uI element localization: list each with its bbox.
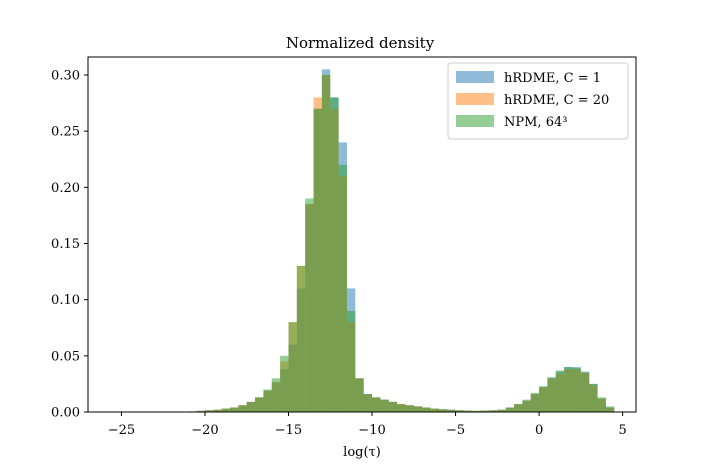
histogram-bar	[605, 406, 615, 412]
histogram-bar	[372, 397, 381, 412]
histogram-bar	[221, 408, 231, 412]
histogram-bar	[196, 410, 205, 412]
histogram-bar	[296, 265, 306, 412]
legend-swatch	[456, 115, 494, 127]
histogram-bar	[497, 409, 506, 412]
y-tick-label: 0.00	[51, 406, 80, 421]
y-tick-label: 0.05	[51, 349, 80, 364]
histogram-bar	[355, 378, 364, 412]
x-tick-label: −10	[358, 423, 385, 438]
histogram-bar	[230, 407, 239, 412]
histogram-bar	[280, 355, 289, 412]
x-tick-label: 5	[618, 423, 626, 438]
legend: hRDME, C = 1 hRDME, C = 20 NPM, 64³	[447, 62, 629, 140]
x-tick-label: −5	[446, 423, 465, 438]
x-axis: −25 −20 −15 −10 −5 0 5	[108, 412, 627, 438]
x-tick-label: −25	[108, 423, 135, 438]
series-2-bars	[188, 74, 615, 413]
histogram-bar	[321, 74, 331, 412]
histogram-bar	[213, 409, 222, 412]
histogram-bar	[405, 405, 414, 412]
histogram-bar	[514, 404, 523, 412]
histogram-bar	[204, 410, 214, 412]
y-tick-label: 0.15	[51, 237, 80, 252]
histogram-bar	[480, 410, 489, 412]
histogram-bar	[580, 372, 590, 412]
legend-label: hRDME, C = 20	[504, 93, 609, 108]
histogram-bar	[397, 404, 406, 412]
histogram-bar	[438, 409, 448, 412]
histogram-bar	[422, 407, 431, 412]
histogram-bar	[547, 377, 556, 412]
histogram-bar	[271, 378, 281, 412]
histogram-bar	[505, 407, 515, 412]
histogram-bar	[238, 405, 247, 412]
plot-frame	[87, 56, 637, 413]
histogram-bar	[380, 399, 389, 412]
x-tick-label: −15	[275, 423, 302, 438]
histogram-bar	[597, 397, 606, 412]
histogram-bar	[589, 383, 598, 412]
histogram-bar	[539, 386, 548, 412]
x-tick-label: −20	[191, 423, 218, 438]
histogram-bar	[430, 408, 439, 412]
histogram-bar	[388, 401, 398, 412]
legend-label: NPM, 64³	[504, 115, 567, 130]
histogram-bars	[188, 69, 615, 413]
histogram-bar	[488, 410, 498, 412]
histogram-bar	[555, 370, 565, 412]
y-axis: 0.00 0.05 0.10 0.15 0.20 0.25 0.30	[51, 68, 88, 421]
histogram-bar	[305, 198, 314, 412]
histogram-bar	[346, 310, 356, 412]
histogram-bar	[330, 97, 339, 412]
histogram-bar	[572, 368, 581, 412]
histogram-bar	[564, 367, 573, 412]
histogram-bar	[530, 392, 540, 412]
histogram-bar	[522, 399, 531, 412]
x-tick-label: 0	[535, 423, 543, 438]
y-tick-label: 0.10	[51, 293, 80, 308]
legend-swatch	[456, 93, 494, 105]
histogram-bar	[413, 406, 423, 412]
y-tick-label: 0.20	[51, 181, 80, 196]
histogram-bar	[472, 410, 481, 412]
x-axis-label: log(τ)	[343, 445, 381, 460]
histogram-bar	[255, 397, 264, 412]
histogram-bar	[363, 394, 373, 412]
histogram-bar	[313, 108, 322, 413]
y-tick-label: 0.25	[51, 125, 80, 140]
histogram-bar	[288, 322, 297, 412]
legend-label: hRDME, C = 1	[504, 71, 601, 86]
histogram-bar	[447, 409, 456, 412]
chart-title: Normalized density	[286, 34, 435, 52]
y-tick-label: 0.30	[51, 68, 80, 83]
histogram-bar	[338, 164, 347, 412]
histogram-bar	[246, 401, 256, 412]
histogram-bar	[463, 410, 473, 412]
histogram-bar	[455, 410, 464, 412]
legend-swatch	[456, 71, 494, 83]
histogram-bar	[263, 389, 272, 412]
